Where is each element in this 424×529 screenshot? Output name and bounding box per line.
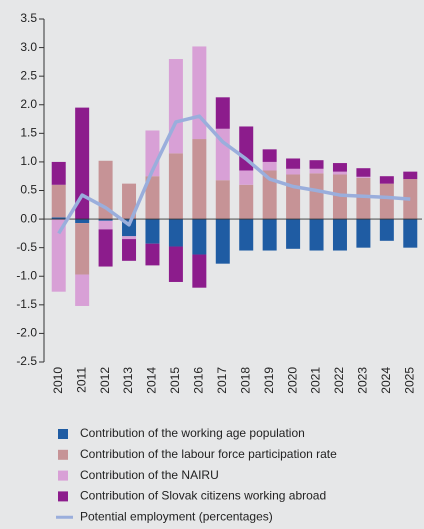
x-tick-label: 2024 [379, 367, 393, 394]
bar [309, 168, 324, 174]
y-tick-label: -1.0 [16, 268, 37, 282]
bar [122, 239, 137, 261]
bar [215, 97, 230, 129]
legend-swatch [58, 429, 68, 439]
bar [75, 219, 90, 224]
bar [168, 246, 183, 282]
bar [75, 274, 90, 306]
bar [332, 219, 347, 251]
y-tick-label: 0.5 [20, 183, 37, 197]
bar [262, 149, 277, 162]
bar [145, 219, 160, 244]
bar [403, 171, 418, 180]
bar [168, 153, 183, 220]
bar [262, 161, 277, 171]
bar [286, 174, 301, 220]
bar [309, 219, 324, 251]
bar [239, 219, 254, 251]
x-tick-label: 2020 [285, 367, 299, 394]
bar [379, 219, 394, 241]
bar [192, 254, 207, 288]
legend-label: Contribution of the NAIRU [80, 468, 219, 482]
x-tick-label: 2025 [402, 367, 416, 394]
legend-swatch [58, 470, 68, 481]
legend-label: Contribution of the labour force partici… [80, 447, 337, 461]
bar [239, 170, 254, 185]
x-tick-label: 2011 [74, 367, 88, 393]
x-tick-label: 2017 [215, 367, 229, 394]
bar [98, 229, 113, 267]
y-tick-label: 3.5 [20, 11, 37, 25]
x-tick-label: 2014 [145, 367, 159, 394]
y-tick-label: -2.5 [16, 354, 37, 368]
bar [192, 139, 207, 220]
y-tick-label: 1.0 [20, 154, 37, 168]
bar [98, 220, 113, 230]
y-tick-label: 2.0 [20, 97, 37, 111]
bar [122, 236, 137, 240]
bar [379, 176, 394, 184]
bar [51, 217, 66, 220]
y-tick-label: 2.5 [20, 68, 37, 82]
bar [215, 219, 230, 264]
bar [286, 168, 301, 175]
bar [239, 126, 254, 171]
x-tick-label: 2018 [238, 367, 252, 394]
x-tick-label: 2012 [98, 367, 112, 394]
bar [145, 243, 160, 266]
y-tick-label: 3.0 [20, 40, 37, 54]
bar [145, 176, 160, 220]
bar [356, 168, 371, 177]
bar [98, 219, 113, 221]
legend-label: Contribution of the working age populati… [80, 426, 305, 440]
bar [215, 180, 230, 220]
x-tick-label: 2023 [356, 367, 370, 394]
bar [309, 173, 324, 220]
bar [122, 183, 137, 220]
legend-label: Contribution of Slovak citizens working … [80, 489, 326, 503]
bar [168, 219, 183, 247]
x-tick-label: 2013 [121, 367, 135, 394]
y-tick-label: 1.5 [20, 126, 37, 140]
bar [379, 183, 394, 220]
bar [192, 46, 207, 140]
legend-swatch [58, 449, 68, 460]
x-tick-label: 2019 [262, 367, 276, 394]
bar [51, 184, 66, 218]
bar [286, 219, 301, 249]
bar [51, 161, 66, 185]
bar [309, 160, 324, 169]
bar [192, 219, 207, 255]
y-tick-label: -2.0 [16, 326, 37, 340]
x-tick-label: 2016 [192, 367, 206, 394]
x-tick-label: 2015 [168, 367, 182, 394]
bar [239, 184, 254, 220]
bar [332, 163, 347, 172]
x-tick-label: 2021 [309, 367, 323, 394]
bar [286, 158, 301, 169]
y-tick-label: -1.5 [16, 297, 37, 311]
x-tick-label: 2022 [332, 367, 346, 394]
x-tick-label: 2010 [51, 367, 65, 394]
legend-swatch [58, 491, 68, 502]
bar [75, 223, 90, 275]
bar [403, 219, 418, 248]
y-tick-label: -0.5 [16, 240, 37, 254]
bar [262, 170, 277, 220]
bar [75, 107, 90, 220]
bar [215, 128, 230, 181]
bar [51, 219, 66, 292]
bar [356, 176, 371, 178]
bar [168, 59, 183, 154]
line-series [57, 114, 411, 235]
bar [356, 177, 371, 220]
bar [356, 219, 371, 248]
legend-label: Potential employment (percentages) [80, 509, 273, 523]
bar [332, 171, 347, 175]
y-tick-label: 0.0 [20, 211, 37, 225]
bar [262, 219, 277, 251]
